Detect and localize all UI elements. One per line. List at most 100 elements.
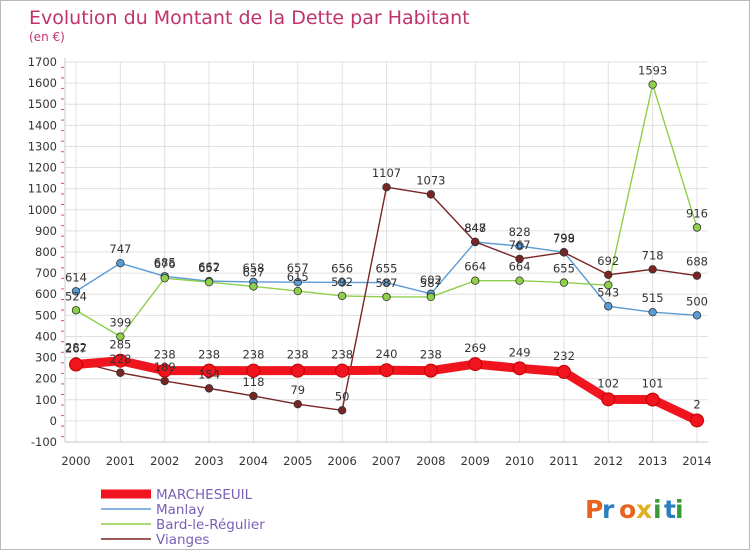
y-tick-label: 1500 (28, 97, 57, 111)
data-point (468, 357, 483, 372)
x-tick-label: 2005 (283, 454, 312, 468)
data-label: 79 (290, 383, 305, 397)
data-label: 767 (509, 238, 531, 252)
x-tick-label: 2014 (682, 454, 711, 468)
x-tick-label: 2002 (150, 454, 179, 468)
data-label: 238 (154, 348, 176, 362)
data-point (423, 363, 438, 378)
x-tick-label: 2008 (416, 454, 445, 468)
data-label: 238 (420, 348, 442, 362)
x-tick-label: 2010 (505, 454, 534, 468)
data-label: 1073 (416, 173, 445, 187)
data-label: 655 (376, 262, 398, 276)
data-label: 515 (642, 291, 664, 305)
proxiti-logo: Pr o x i t i (585, 495, 684, 524)
y-tick-label: 200 (35, 372, 57, 386)
data-point (71, 287, 81, 296)
data-point (471, 276, 480, 285)
data-point (157, 363, 172, 378)
data-point (690, 413, 704, 428)
data-point (69, 357, 83, 372)
data-label: 688 (686, 255, 708, 269)
axis-layer: -100 0 100 200 300 400 500 600 700 800 900 1000 1100… (28, 55, 712, 468)
x-tick-label: 2011 (549, 454, 578, 468)
data-point (512, 361, 527, 376)
data-label: 238 (242, 348, 264, 362)
data-point (515, 276, 524, 285)
y-tick-label: 1200 (28, 161, 57, 175)
data-point (601, 392, 616, 407)
data-label: 848 (464, 221, 486, 235)
data-point (426, 190, 436, 199)
data-label: 664 (509, 260, 531, 274)
data-point (692, 271, 702, 280)
y-tick-label: 800 (35, 245, 57, 259)
data-point (160, 273, 169, 283)
data-point (116, 368, 125, 377)
data-point (116, 332, 125, 341)
logo-letter: i (653, 495, 662, 524)
legend-label: Bard-le-Régulier (156, 517, 265, 533)
series-layer (69, 80, 704, 428)
data-point (559, 248, 569, 257)
y-tick-label: 1700 (28, 55, 57, 69)
data-point (645, 392, 660, 407)
x-tick-label: 2004 (239, 454, 268, 468)
data-label: 1593 (638, 64, 667, 78)
data-label: 692 (597, 254, 619, 268)
data-label: 685 (154, 255, 176, 269)
data-label: 285 (109, 338, 131, 352)
data-point (382, 182, 391, 192)
data-point (692, 311, 702, 320)
data-point (335, 363, 350, 378)
data-point (160, 376, 169, 386)
data-label: 282 (65, 340, 87, 354)
y-tick-label: 900 (35, 224, 57, 238)
x-tick-label: 2003 (194, 454, 223, 468)
data-point (515, 254, 524, 264)
data-point (337, 291, 347, 301)
data-label: 718 (642, 248, 664, 262)
y-tick-label: 700 (35, 266, 57, 280)
data-label: 240 (376, 347, 398, 361)
data-point (204, 277, 214, 287)
data-label: 399 (109, 316, 131, 330)
data-label: 238 (198, 348, 220, 362)
data-label: 662 (198, 260, 220, 274)
data-point (604, 280, 613, 290)
logo-letter: t (664, 495, 676, 524)
data-label: 676 (154, 257, 176, 271)
data-point (337, 278, 347, 287)
x-tick-label: 2013 (638, 454, 667, 468)
data-label: 269 (464, 341, 486, 355)
data-label: 747 (109, 242, 131, 256)
data-label: 657 (198, 261, 220, 275)
data-label: 655 (553, 262, 575, 276)
data-label: 524 (65, 289, 87, 303)
data-point (471, 237, 480, 247)
data-point (379, 363, 394, 378)
data-label: 543 (597, 285, 619, 299)
data-point (382, 292, 391, 302)
x-tick-label: 2000 (61, 454, 90, 468)
data-label: 916 (686, 207, 708, 221)
y-tick-label: 300 (35, 351, 57, 365)
x-tick-label: 2007 (372, 454, 401, 468)
chart-title: Evolution du Montant de la Dette par Hab… (29, 7, 470, 29)
x-tick-label: 2009 (461, 454, 490, 468)
data-point (204, 384, 214, 393)
data-label: 602 (420, 273, 442, 287)
data-point (113, 353, 128, 368)
y-tick-label: 1100 (28, 182, 57, 196)
logo-letter: x (636, 495, 652, 524)
data-label: 847 (464, 221, 486, 235)
data-point (648, 265, 657, 274)
chart-subtitle: (en €) (29, 30, 65, 44)
data-label: 587 (376, 276, 398, 290)
data-label: 637 (242, 265, 264, 279)
data-label: 798 (553, 231, 575, 245)
data-label: 615 (287, 270, 309, 284)
data-point (116, 258, 125, 268)
y-tick-label: 400 (35, 329, 57, 343)
